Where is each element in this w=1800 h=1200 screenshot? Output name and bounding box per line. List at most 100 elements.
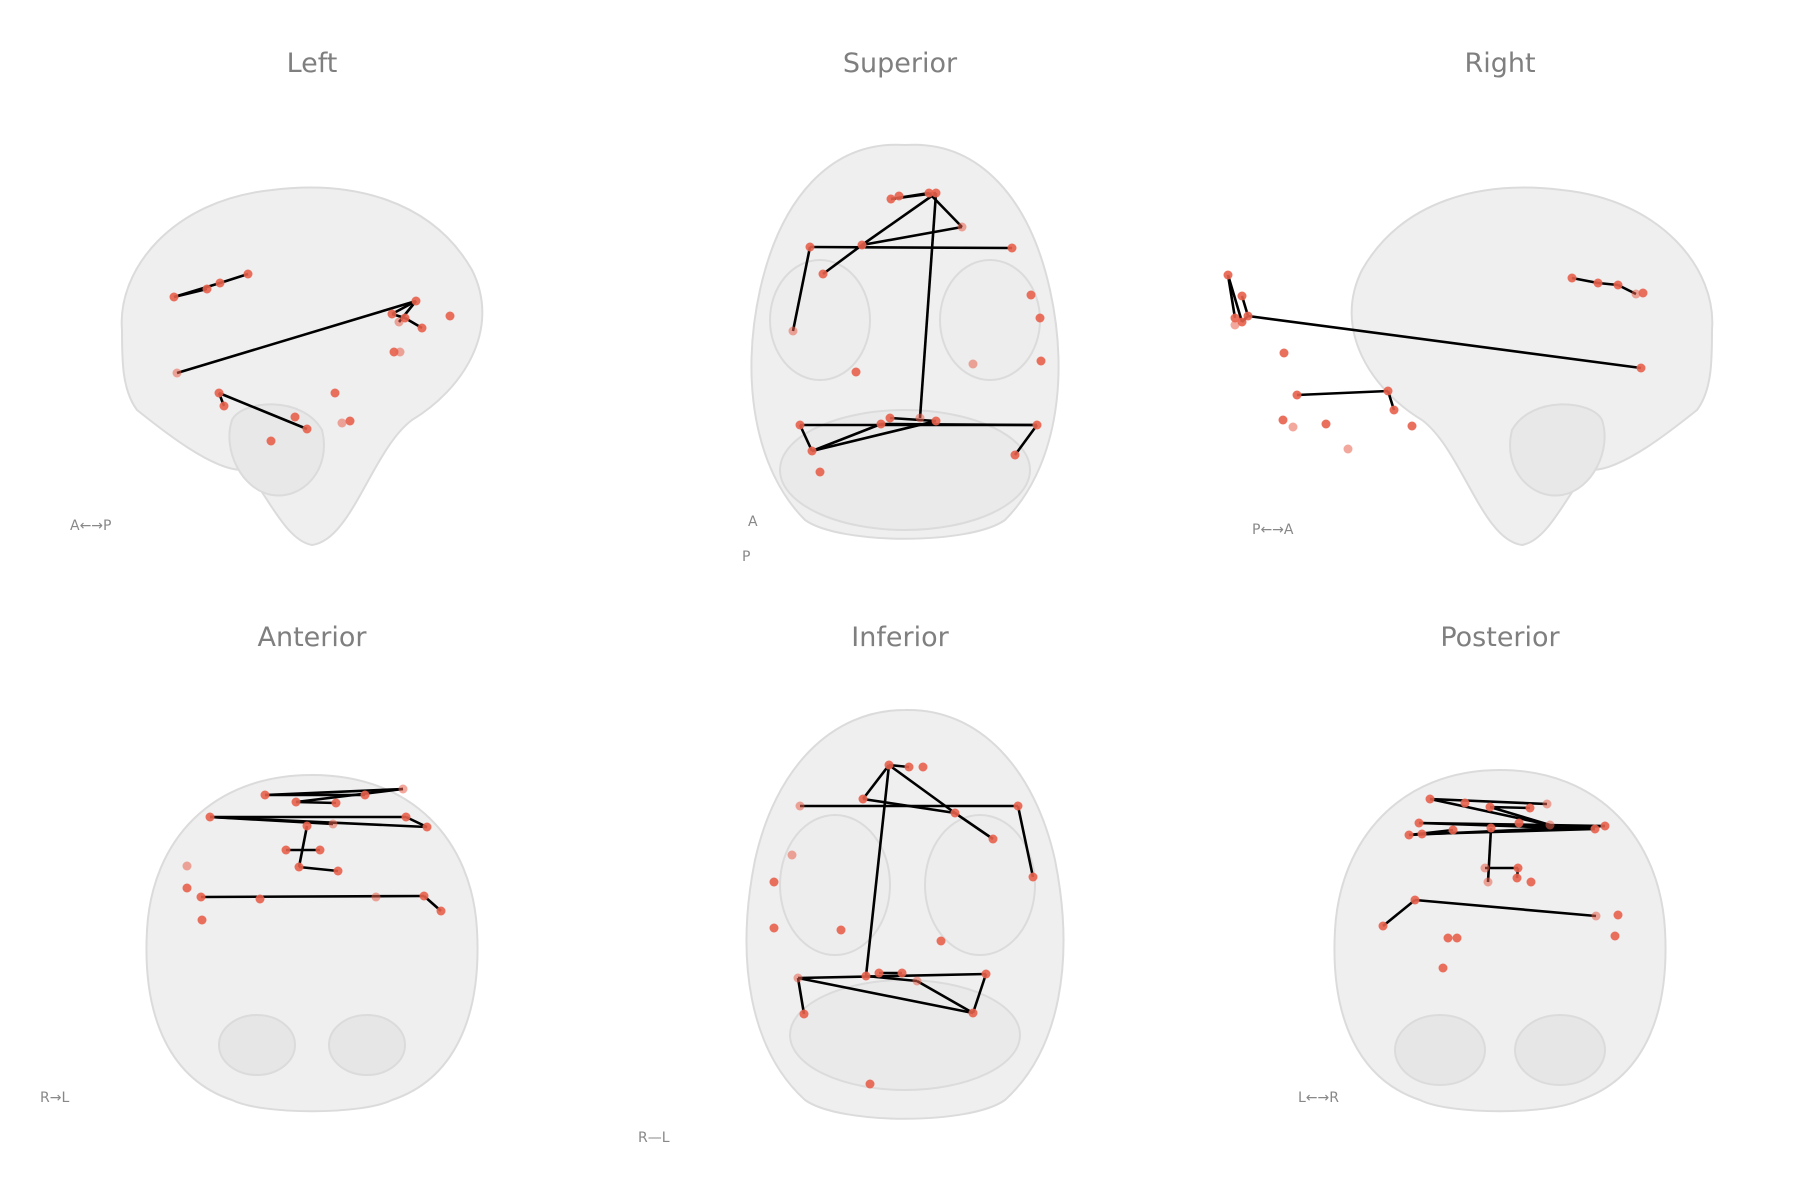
posterior-region-node: [1545, 820, 1555, 830]
anterior-region-node: [260, 790, 270, 800]
orientation-indicator-posterior: L←→R: [1298, 1090, 1339, 1106]
anterior-region-node: [294, 862, 304, 872]
view-title-posterior: Posterior: [1440, 622, 1560, 653]
posterior-region-node: [1590, 824, 1600, 834]
brain-outline-right: [1350, 186, 1714, 547]
left-connection-edge: [173, 281, 221, 299]
left-region-node: [290, 412, 300, 422]
right-region-node: [1243, 311, 1253, 321]
superior-region-node: [1032, 420, 1042, 430]
right-region-node: [1223, 270, 1233, 280]
left-region-node: [445, 311, 455, 321]
right-region-node: [1292, 390, 1302, 400]
posterior-connection-edge: [1489, 805, 1551, 827]
nodes-left: [169, 269, 455, 446]
anterior-region-node: [401, 812, 411, 822]
posterior-region-node: [1448, 825, 1458, 835]
right-region-node: [1613, 280, 1623, 290]
posterior-region-node: [1513, 863, 1523, 873]
superior-connection-edge: [798, 424, 814, 452]
posterior-region-node: [1542, 799, 1552, 809]
inferior-region-node: [981, 969, 991, 979]
posterior-region-node: [1404, 830, 1414, 840]
right-region-node: [1343, 444, 1353, 454]
inferior-region-node: [912, 976, 922, 986]
inferior-region-node: [1013, 801, 1023, 811]
view-title-superior: Superior: [842, 48, 958, 79]
inferior-region-node: [918, 762, 928, 772]
superior-connection-edge: [811, 419, 937, 453]
left-view-plot: [120, 186, 484, 547]
superior-region-node: [1010, 450, 1020, 460]
orientation-indicator-left: A←→P: [70, 518, 112, 534]
superior-connection-edge: [811, 422, 882, 453]
inferior-region-node: [769, 923, 779, 933]
posterior-region-node: [1425, 794, 1435, 804]
left-connection-edge: [219, 272, 249, 285]
view-title-right: Right: [1464, 48, 1536, 79]
inferior-region-node: [904, 762, 914, 772]
nodes-anterior: [182, 784, 446, 925]
right-region-node: [1631, 289, 1641, 299]
anterior-region-node: [328, 819, 338, 829]
left-region-node: [387, 309, 397, 319]
posterior-region-node: [1600, 821, 1610, 831]
superior-region-node: [924, 188, 934, 198]
inferior-view-plot: [745, 708, 1065, 1120]
inferior-region-node: [861, 971, 871, 981]
left-region-node: [219, 401, 229, 411]
anterior-region-node: [205, 812, 215, 822]
anterior-connection-edge: [295, 787, 404, 804]
superior-connection-edge: [809, 245, 1013, 250]
nodes-right: [1223, 270, 1648, 454]
posterior-region-node: [1525, 803, 1535, 813]
anterior-connection-edge: [209, 815, 428, 829]
right-region-node: [1321, 419, 1331, 429]
posterior-view-plot: [1333, 768, 1667, 1113]
orientation-indicator-anterior: R→L: [40, 1090, 70, 1106]
anterior-region-node: [331, 798, 341, 808]
right-region-node: [1230, 320, 1240, 330]
right-connection-edge: [1226, 274, 1244, 323]
posterior-region-node: [1414, 818, 1424, 828]
anterior-connection-edge: [264, 787, 404, 797]
inferior-connection-edge: [1016, 805, 1035, 878]
superior-connection-edge: [889, 416, 937, 423]
posterior-region-node: [1526, 877, 1536, 887]
right-view-plot: [1223, 186, 1714, 547]
posterior-region-node: [1452, 933, 1462, 943]
left-region-node: [337, 418, 347, 428]
superior-connection-edge: [1013, 424, 1039, 456]
posterior-connection-edge: [1382, 898, 1416, 928]
inferior-region-node: [897, 968, 907, 978]
view-title-left: Left: [286, 48, 338, 79]
anterior-region-node: [371, 892, 381, 902]
inferior-region-node: [968, 1008, 978, 1018]
orientation-indicator-inferior: R—L: [638, 1130, 670, 1146]
superior-region-node: [851, 367, 861, 377]
posterior-region-node: [1417, 829, 1427, 839]
posterior-connection-edge: [1486, 827, 1493, 883]
anterior-region-node: [333, 866, 343, 876]
right-region-node: [1567, 273, 1577, 283]
panel-right: Right P←→A: [1200, 0, 1800, 600]
superior-region-node: [1026, 290, 1036, 300]
superior-region-node: [968, 359, 978, 369]
anterior-region-node: [182, 883, 192, 893]
superior-connection-edge: [861, 225, 963, 247]
posterior-region-node: [1512, 873, 1522, 883]
inferior-region-node: [858, 794, 868, 804]
anterior-region-node: [360, 790, 370, 800]
right-connection-edge: [1296, 389, 1389, 397]
superior-region-node: [1035, 313, 1045, 323]
superior-region-node: [957, 222, 967, 232]
right-region-node: [1278, 415, 1288, 425]
superior-region-node: [894, 191, 904, 201]
inferior-region-node: [836, 925, 846, 935]
right-region-node: [1389, 405, 1399, 415]
brain-outline-anterior: [145, 773, 479, 1113]
superior-region-node: [1007, 243, 1017, 253]
left-region-node: [172, 368, 182, 378]
right-region-node: [1279, 348, 1289, 358]
panel-posterior: Posterior L←→R: [1200, 570, 1800, 1170]
